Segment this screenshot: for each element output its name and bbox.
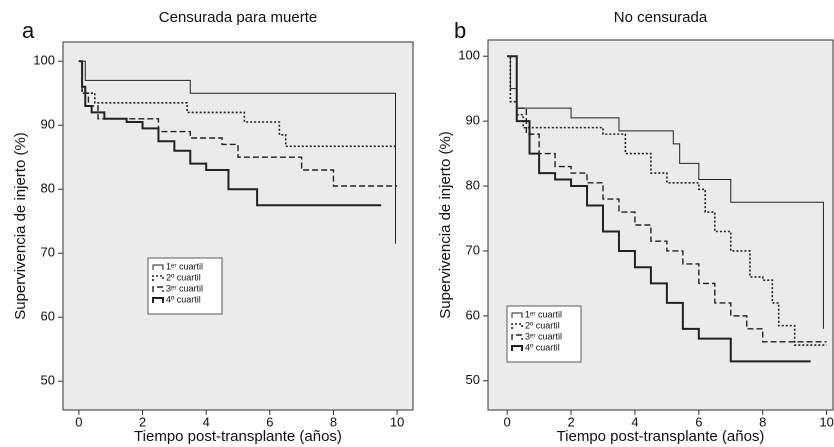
x-tick-label: 8 bbox=[330, 414, 337, 429]
y-axis-label: Supervivencia de injerto (%) bbox=[437, 131, 454, 319]
x-tick-label: 2 bbox=[139, 414, 146, 429]
y-tick-label: 100 bbox=[33, 53, 55, 68]
y-tick-label: 100 bbox=[458, 48, 480, 63]
panel-label: b bbox=[454, 18, 466, 43]
legend-swatch bbox=[152, 297, 164, 303]
x-axis-label: Tiempo post-transplante (años) bbox=[557, 428, 765, 445]
x-tick-label: 8 bbox=[759, 414, 766, 429]
legend-label: 3ᵉʳ cuartil bbox=[525, 331, 562, 341]
legend-swatch bbox=[511, 334, 523, 340]
y-tick-label: 80 bbox=[41, 181, 55, 196]
x-tick-label: 4 bbox=[631, 414, 638, 429]
y-tick-label: 80 bbox=[466, 177, 480, 192]
survival-curve bbox=[78, 60, 396, 244]
legend-swatch bbox=[152, 264, 164, 270]
legend-label: 2º cuartil bbox=[166, 272, 201, 282]
plot-area bbox=[62, 41, 414, 411]
legend-swatch bbox=[511, 312, 523, 318]
legend-label: 1ᵉʳ cuartil bbox=[166, 261, 203, 271]
y-tick-label: 70 bbox=[41, 245, 55, 260]
y-tick-label: 50 bbox=[41, 373, 55, 388]
x-tick-label: 2 bbox=[567, 414, 574, 429]
survival-curve bbox=[507, 55, 827, 343]
legend-label: 4º cuartil bbox=[166, 294, 201, 304]
y-tick-label: 60 bbox=[41, 309, 55, 324]
y-tick-label: 90 bbox=[41, 117, 55, 132]
x-tick-label: 4 bbox=[203, 414, 210, 429]
chart-title: No censurada bbox=[614, 9, 708, 26]
x-tick-label: 0 bbox=[75, 414, 82, 429]
y-axis-label: Supervivencia de injerto (%) bbox=[12, 132, 29, 320]
legend-label: 3ᵉʳ cuartil bbox=[166, 283, 203, 293]
survival-curve bbox=[78, 60, 398, 187]
y-tick-label: 60 bbox=[466, 307, 480, 322]
legend-label: 2º cuartil bbox=[525, 320, 560, 330]
x-tick-label: 10 bbox=[390, 414, 404, 429]
legend-box bbox=[147, 257, 223, 315]
x-tick-label: 10 bbox=[819, 414, 833, 429]
legend-swatch bbox=[511, 345, 523, 351]
y-tick-label: 90 bbox=[466, 113, 480, 128]
x-tick-label: 0 bbox=[504, 414, 511, 429]
y-tick-label: 70 bbox=[466, 242, 480, 257]
legend-swatch bbox=[152, 286, 164, 292]
legend-box bbox=[506, 305, 582, 363]
x-tick-label: 6 bbox=[266, 414, 273, 429]
y-tick-label: 50 bbox=[466, 372, 480, 387]
chart-title: Censurada para muerte bbox=[159, 9, 317, 26]
survival-curve bbox=[78, 60, 382, 207]
legend-label: 4º cuartil bbox=[525, 342, 560, 352]
legend-label: 1ᵉʳ cuartil bbox=[525, 309, 562, 319]
survival-curve bbox=[507, 55, 811, 363]
x-tick-label: 6 bbox=[695, 414, 702, 429]
legend-swatch bbox=[511, 323, 523, 329]
x-axis-label: Tiempo post-transplante (años) bbox=[134, 428, 342, 445]
panel-label: a bbox=[22, 18, 35, 43]
legend-swatch bbox=[152, 275, 164, 281]
